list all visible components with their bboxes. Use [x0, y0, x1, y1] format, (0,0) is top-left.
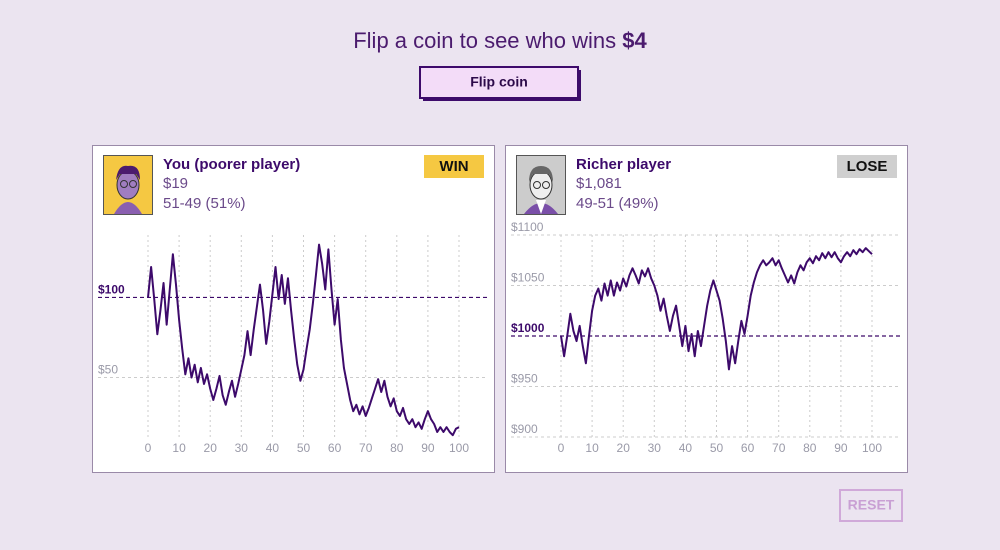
x-tick-label: 70 [772, 441, 786, 455]
x-tick-label: 100 [449, 441, 469, 455]
x-tick-label: 30 [235, 441, 249, 455]
player-name: Richer player [576, 156, 671, 173]
x-tick-label: 100 [862, 441, 882, 455]
avatar [516, 155, 566, 215]
button-face [839, 489, 903, 522]
result-label: LOSE [847, 158, 888, 175]
x-tick-label: 90 [421, 441, 435, 455]
result-badge [837, 155, 897, 178]
y-tick-label: $1000 [511, 321, 545, 335]
x-tick-label: 90 [834, 441, 848, 455]
reset-button[interactable]: RESET [839, 489, 903, 522]
y-tick-label: $1050 [511, 271, 545, 285]
button-face [419, 66, 579, 99]
x-tick-label: 10 [172, 441, 186, 455]
stake: $4 [622, 28, 647, 53]
player-record: 51-49 (51%) [163, 195, 246, 212]
x-tick-label: 80 [803, 441, 817, 455]
x-tick-label: 0 [145, 441, 152, 455]
button-label: RESET [848, 497, 895, 513]
x-tick-label: 80 [390, 441, 404, 455]
x-tick-label: 50 [710, 441, 724, 455]
player-money: $19 [163, 175, 188, 192]
x-tick-label: 10 [585, 441, 599, 455]
x-tick-label: 60 [741, 441, 755, 455]
x-tick-label: 40 [266, 441, 280, 455]
x-tick-label: 20 [617, 441, 631, 455]
x-tick-label: 20 [204, 441, 218, 455]
series-line [560, 247, 873, 371]
x-tick-label: 0 [558, 441, 565, 455]
series-line [147, 243, 460, 437]
y-tick-label: $950 [511, 372, 538, 386]
x-tick-label: 60 [328, 441, 342, 455]
y-tick-label: $50 [98, 363, 118, 377]
y-tick-label: $900 [511, 422, 538, 436]
flip-button[interactable]: Flip coin [419, 66, 581, 101]
x-tick-label: 70 [359, 441, 373, 455]
result-label: WIN [439, 158, 468, 175]
x-tick-label: 40 [679, 441, 693, 455]
x-tick-label: 30 [648, 441, 662, 455]
headline-text: Flip a coin to see who wins [353, 28, 616, 53]
headline: Flip a coin to see who wins $4 [353, 28, 647, 53]
result-badge [424, 155, 484, 178]
y-tick-label: $100 [98, 283, 125, 297]
player-money: $1,081 [576, 175, 622, 192]
avatar [103, 155, 153, 215]
panel [92, 145, 495, 473]
x-tick-label: 50 [297, 441, 311, 455]
player-name: You (poorer player) [163, 156, 300, 173]
button-label: Flip coin [470, 74, 528, 90]
y-tick-label: $1100 [511, 220, 544, 234]
player-record: 49-51 (49%) [576, 195, 659, 212]
